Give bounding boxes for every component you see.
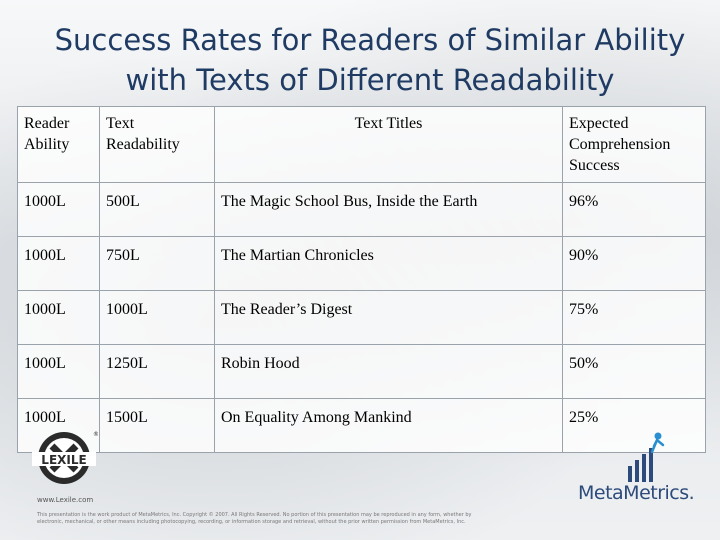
cell-text-readability: 1250L	[99, 344, 215, 399]
cell-expected-success: 25%	[562, 398, 706, 453]
cell-expected-success: 90%	[562, 236, 706, 291]
table-header-row: Reader Ability Text Readability Text Tit…	[17, 106, 706, 183]
slide-title-line2: with Texts of Different Readability	[125, 63, 615, 97]
cell-text-title: The Martian Chronicles	[214, 236, 563, 291]
header-reader-ability: Reader Ability	[17, 106, 100, 183]
header-text-readability: Text Readability	[99, 106, 215, 183]
metametrics-logo-text: MetaMetrics.	[578, 482, 695, 504]
cell-text-title: The Magic School Bus, Inside the Earth	[214, 182, 563, 237]
lexile-logo: LEXILE ®	[32, 431, 98, 484]
cell-text-readability: 750L	[99, 236, 215, 291]
table-row: 1000L 1250L Robin Hood 50%	[17, 344, 706, 399]
table-row: 1000L 1500L On Equality Among Mankind 25…	[17, 398, 706, 453]
cell-expected-success: 50%	[562, 344, 706, 399]
svg-text:®: ®	[93, 431, 98, 438]
cell-reader-ability: 1000L	[17, 290, 100, 345]
cell-text-readability: 1000L	[99, 290, 215, 345]
table-row: 1000L 750L The Martian Chronicles 90%	[17, 236, 706, 291]
cell-reader-ability: 1000L	[17, 182, 100, 237]
cell-expected-success: 75%	[562, 290, 706, 345]
metametrics-logo-mark	[628, 432, 665, 482]
cell-text-readability: 500L	[99, 182, 215, 237]
cell-expected-success: 96%	[562, 182, 706, 237]
cell-text-title: The Reader’s Digest	[214, 290, 563, 345]
slide-title-line1: Success Rates for Readers of Similar Abi…	[54, 23, 686, 57]
cell-text-readability: 1500L	[99, 398, 215, 453]
cell-reader-ability: 1000L	[17, 344, 100, 399]
slide-title: Success Rates for Readers of Similar Abi…	[20, 20, 720, 100]
table-row: 1000L 1000L The Reader’s Digest 75%	[17, 290, 706, 345]
header-text-titles: Text Titles	[214, 106, 563, 183]
header-expected-success: Expected Comprehension Success	[562, 106, 706, 183]
lexile-logo-text: LEXILE	[41, 453, 86, 467]
cell-text-title: On Equality Among Mankind	[214, 398, 563, 453]
table-row: 1000L 500L The Magic School Bus, Inside …	[17, 182, 706, 237]
cell-reader-ability: 1000L	[17, 236, 100, 291]
copyright-notice: This presentation is the work product of…	[37, 512, 472, 525]
cell-text-title: Robin Hood	[214, 344, 563, 399]
lexile-url: www.Lexile.com	[37, 496, 94, 504]
success-rates-table: Reader Ability Text Readability Text Tit…	[17, 106, 706, 453]
